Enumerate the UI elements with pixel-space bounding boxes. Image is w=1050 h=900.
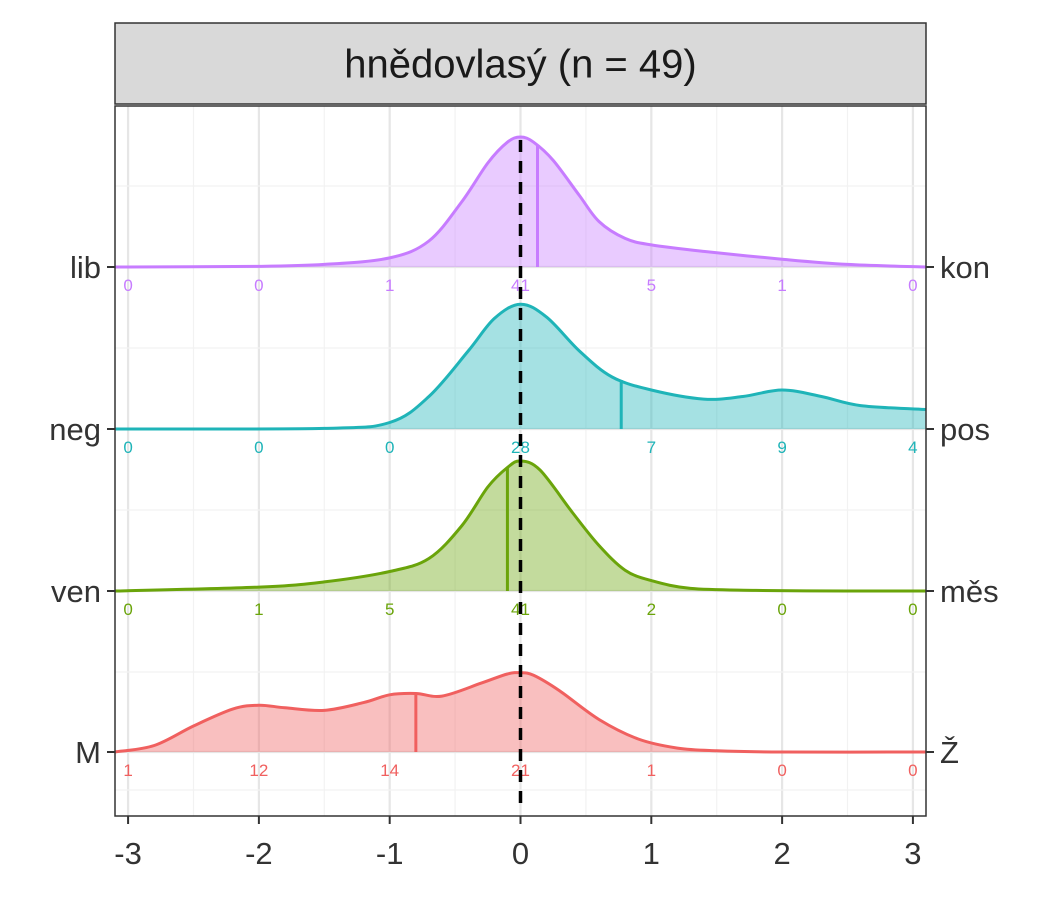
count-label: 0 bbox=[254, 276, 263, 295]
density-curve bbox=[114, 302, 927, 431]
count-label: 2 bbox=[647, 600, 656, 619]
density-area bbox=[115, 304, 926, 430]
density-curve bbox=[114, 671, 927, 754]
x-tick-label: 2 bbox=[773, 836, 790, 871]
right-category-label: pos bbox=[940, 412, 990, 447]
count-label: 9 bbox=[777, 438, 786, 457]
count-label: 7 bbox=[647, 438, 656, 457]
right-category-label: Ž bbox=[940, 735, 959, 770]
count-label: 0 bbox=[385, 438, 394, 457]
right-category-label: kon bbox=[940, 250, 990, 285]
chart-title: hnědovlasý (n = 49) bbox=[344, 43, 696, 87]
count-label: 0 bbox=[908, 761, 917, 780]
count-label: 4 bbox=[908, 438, 917, 457]
x-tick-label: -3 bbox=[114, 836, 142, 871]
right-category-label: měs bbox=[940, 574, 999, 609]
x-tick-label: 0 bbox=[512, 836, 529, 871]
density-area bbox=[115, 137, 926, 267]
density-curve bbox=[114, 135, 927, 269]
count-label: 1 bbox=[385, 276, 394, 295]
left-category-label: neg bbox=[49, 412, 101, 447]
count-label: 1 bbox=[777, 276, 786, 295]
x-tick-label: -1 bbox=[376, 836, 404, 871]
count-label: 28 bbox=[511, 438, 530, 457]
facet-strip-background bbox=[114, 22, 927, 105]
count-label: 1 bbox=[647, 761, 656, 780]
x-tick-label: 3 bbox=[904, 836, 921, 871]
count-label: 0 bbox=[908, 600, 917, 619]
count-label: 0 bbox=[908, 276, 917, 295]
count-label: 1 bbox=[254, 600, 263, 619]
count-label: 5 bbox=[647, 276, 656, 295]
count-label: 14 bbox=[380, 761, 399, 780]
count-label: 0 bbox=[123, 276, 132, 295]
count-label: 12 bbox=[249, 761, 268, 780]
count-label: 0 bbox=[123, 438, 132, 457]
count-label: 5 bbox=[385, 600, 394, 619]
count-label: 0 bbox=[123, 600, 132, 619]
series-neg-pos: 0 0 0 28 7 9 4 bbox=[114, 302, 927, 457]
left-category-label: ven bbox=[51, 574, 101, 609]
left-category-label: lib bbox=[70, 250, 101, 285]
series-lib-kon: 0 0 1 41 5 1 0 bbox=[114, 135, 927, 295]
count-label: 1 bbox=[123, 761, 132, 780]
density-curve bbox=[114, 459, 927, 593]
count-label: 41 bbox=[511, 276, 530, 295]
count-label: 0 bbox=[777, 761, 786, 780]
count-label: 0 bbox=[254, 438, 263, 457]
left-category-label: M bbox=[75, 735, 101, 770]
x-tick-label: -2 bbox=[245, 836, 273, 871]
facet-strip: hnědovlasý (n = 49) bbox=[114, 22, 927, 105]
x-tick-label: 1 bbox=[643, 836, 660, 871]
count-label: 0 bbox=[777, 600, 786, 619]
